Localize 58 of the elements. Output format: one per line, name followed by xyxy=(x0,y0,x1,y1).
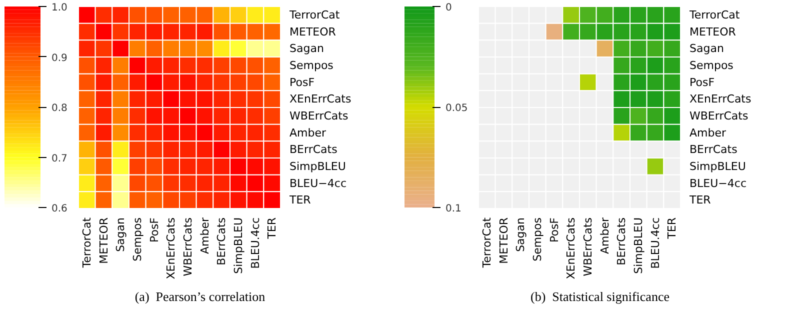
y-tick-label: METEOR xyxy=(290,25,336,38)
x-tick-label: TER xyxy=(666,217,679,240)
y-tick-label: SimpBLEU xyxy=(690,160,746,173)
x-tick-label: TER xyxy=(266,217,279,240)
color-bar-label: 0.1 xyxy=(446,204,462,214)
y-tick-label: XEnErrCats xyxy=(290,92,352,106)
y-tick-label: PosF xyxy=(290,76,315,89)
y-tick-label: BLEU−4cc xyxy=(290,176,346,190)
y-tick-label: TER xyxy=(288,194,312,207)
x-tick-label: Sagan xyxy=(514,217,528,252)
color-bar-label: 0.05 xyxy=(446,103,468,114)
y-tick-label: XEnErrCats xyxy=(690,92,752,106)
x-tick-label: BLEU.4cc xyxy=(248,217,262,269)
x-tick-label: BLEU.4cc xyxy=(648,217,662,269)
y-tick-label: PosF xyxy=(690,76,715,89)
x-tick-label: WBErrCats xyxy=(181,217,194,276)
y-tick-label: SimpBLEU xyxy=(290,160,346,173)
x-tick-label: SimpBLEU xyxy=(632,217,645,274)
y-tick-label: BLEU−4cc xyxy=(690,176,746,190)
color-bar-label: 0.6 xyxy=(52,204,68,214)
x-tick-label: Sempos xyxy=(530,217,544,262)
text: (b) Statistical significance xyxy=(530,288,670,306)
y-tick-label: WBErrCats xyxy=(690,109,748,122)
x-tick-label: SimpBLEU xyxy=(232,217,245,274)
color-bar-label: 0.9 xyxy=(52,52,68,64)
x-tick-label: Sagan xyxy=(114,217,128,252)
color-bar-label: 0 xyxy=(446,2,452,14)
y-tick-label: Amber xyxy=(290,126,326,140)
y-tick-label: TerrorCat xyxy=(688,8,740,22)
x-tick-label: TerrorCat xyxy=(80,216,94,269)
x-tick-label: Amber xyxy=(198,217,212,254)
x-tick-label: WBErrCats xyxy=(581,217,594,276)
y-tick-label: TerrorCat xyxy=(288,8,340,22)
text: (a) Pearson’s correlation xyxy=(134,288,266,306)
x-tick-label: PosF xyxy=(148,218,161,243)
y-tick-label: Sempos xyxy=(290,58,334,72)
y-tick-label: TER xyxy=(688,194,712,207)
x-tick-label: Amber xyxy=(598,217,612,254)
y-tick-label: Sagan xyxy=(290,42,324,56)
x-tick-label: BErrCats xyxy=(615,217,628,266)
x-tick-label: METEOR xyxy=(97,217,110,264)
y-tick-label: Sagan xyxy=(690,42,724,56)
x-tick-label: PosF xyxy=(548,218,561,243)
x-tick-label: BErrCats xyxy=(215,217,228,266)
x-tick-label: XEnErrCats xyxy=(164,217,178,280)
y-tick-label: Amber xyxy=(690,126,726,140)
y-tick-label: Sempos xyxy=(690,58,734,72)
color-bar-label: 0.7 xyxy=(52,153,68,164)
x-tick-label: Sempos xyxy=(130,217,144,262)
y-tick-label: WBErrCats xyxy=(290,109,348,122)
x-tick-label: XEnErrCats xyxy=(564,217,578,280)
y-tick-label: BErrCats xyxy=(290,143,338,156)
x-tick-label: TerrorCat xyxy=(480,216,494,269)
color-bar-label: 0.8 xyxy=(52,103,68,114)
y-tick-label: BErrCats xyxy=(690,143,738,156)
y-tick-label: METEOR xyxy=(690,25,736,38)
color-bar-label: 1.0 xyxy=(52,2,68,14)
x-tick-label: METEOR xyxy=(497,217,510,264)
